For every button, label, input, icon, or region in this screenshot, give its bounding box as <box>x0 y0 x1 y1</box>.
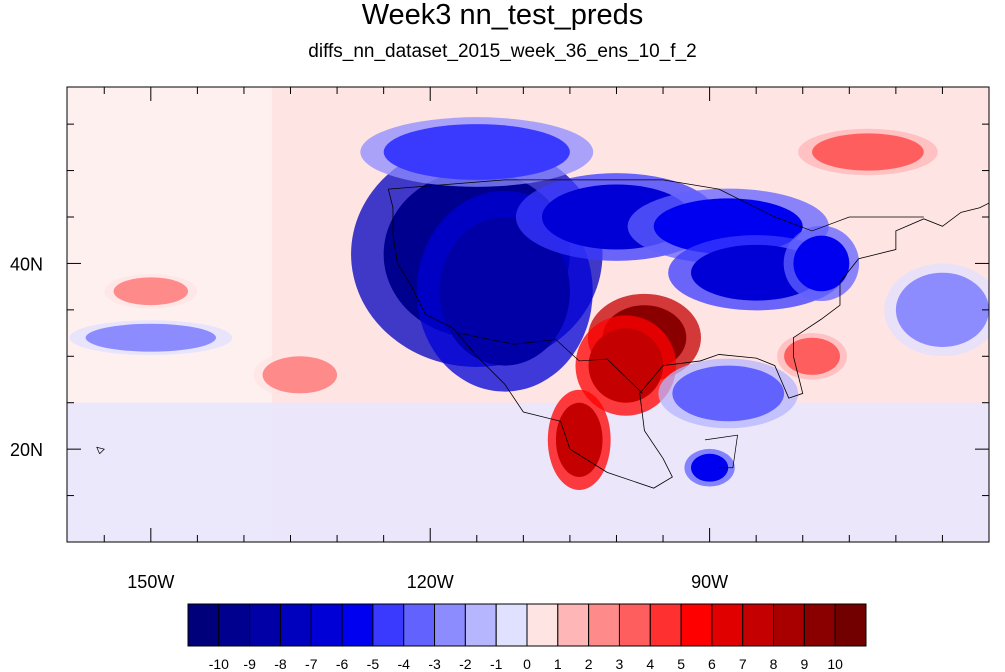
colorbar-swatch <box>249 603 281 647</box>
colorbar-swatch <box>803 603 836 647</box>
colorbar-swatch <box>403 603 436 647</box>
colorbar-label: -9 <box>243 656 256 672</box>
colorbar-label: -8 <box>274 656 287 672</box>
feature-core <box>895 272 989 347</box>
colorbar-label: 7 <box>739 656 747 672</box>
feature-core <box>113 277 189 306</box>
colorbar-swatch <box>680 603 713 647</box>
colorbar-swatch <box>618 603 651 647</box>
y-tick-label: 20N <box>10 440 43 460</box>
colorbar-swatch <box>341 603 374 647</box>
colorbar-label: 6 <box>708 656 716 672</box>
colorbar-swatch <box>773 603 805 647</box>
map-frame <box>66 86 990 543</box>
feature-core <box>439 217 570 366</box>
colorbar-label: -3 <box>428 656 441 672</box>
feature-core <box>784 337 840 375</box>
feature-core <box>690 453 729 482</box>
colorbar-label: 3 <box>616 656 624 672</box>
colorbar-swatch <box>742 603 775 647</box>
colorbar-label: 4 <box>646 656 654 672</box>
colorbar-label: 9 <box>800 656 808 672</box>
coastline-yucatan <box>704 434 738 469</box>
colorbar-label: 0 <box>523 656 531 672</box>
colorbar-label: -7 <box>305 656 318 672</box>
colorbar-swatch <box>495 603 528 647</box>
colorbar-swatch <box>649 603 682 647</box>
colorbar-label: 2 <box>585 656 593 672</box>
field-south-band <box>67 402 989 542</box>
colorbar-swatch <box>526 603 559 647</box>
feature-core <box>588 328 664 403</box>
colorbar-label: -1 <box>490 656 503 672</box>
coastline-hawaii <box>96 446 105 455</box>
colorbar-label: 1 <box>554 656 562 672</box>
colorbar-swatch <box>434 603 466 647</box>
colorbar-swatch <box>588 603 620 647</box>
colorbar-label: 5 <box>677 656 685 672</box>
axis-ticks: 150W 120W 90W 40N 20N <box>10 87 989 592</box>
coastlines <box>96 179 989 489</box>
feature-core <box>383 124 570 180</box>
feature-core <box>812 133 924 171</box>
y-tick-label: 40N <box>10 254 43 274</box>
map-field <box>67 87 989 542</box>
feature-core <box>85 323 217 352</box>
colorbar-swatch <box>711 603 744 647</box>
feature-core <box>793 235 850 292</box>
colorbar-label: -5 <box>367 656 380 672</box>
border-us-canada <box>388 179 924 232</box>
colorbar-label: -6 <box>336 656 349 672</box>
feature-core <box>555 402 603 477</box>
colorbar-label: -2 <box>459 656 472 672</box>
colorbar-label: -4 <box>398 656 411 672</box>
feature-core <box>262 356 338 394</box>
colorbar-swatch <box>310 603 343 647</box>
colorbar-swatch <box>372 603 405 647</box>
border-us-mexico <box>458 332 643 394</box>
colorbar-swatch <box>464 603 497 647</box>
coastline-north-america <box>387 189 989 489</box>
colorbar-label: -10 <box>209 656 229 672</box>
chart-subtitle: diffs_nn_dataset_2015_week_36_ens_10_f_2 <box>308 41 697 62</box>
colorbar-swatch <box>279 603 312 647</box>
chart-title: Week3 nn_test_preds <box>361 0 644 31</box>
x-tick-label: 120W <box>407 572 454 592</box>
colorbar-label: 10 <box>827 656 843 672</box>
colorbar-swatch <box>834 603 867 647</box>
colorbar: -10 -9 -8 -7 -6 -5 -4 -3 -2 -1 0 1 2 3 4 5 6 7 8 9 10 <box>187 603 867 672</box>
colorbar-swatch <box>557 603 590 647</box>
feature-core <box>672 365 785 422</box>
colorbar-swatch <box>218 603 251 647</box>
x-tick-label: 90W <box>691 572 728 592</box>
colorbar-swatch <box>187 603 220 647</box>
colorbar-label: 8 <box>770 656 778 672</box>
x-tick-label: 150W <box>127 572 174 592</box>
